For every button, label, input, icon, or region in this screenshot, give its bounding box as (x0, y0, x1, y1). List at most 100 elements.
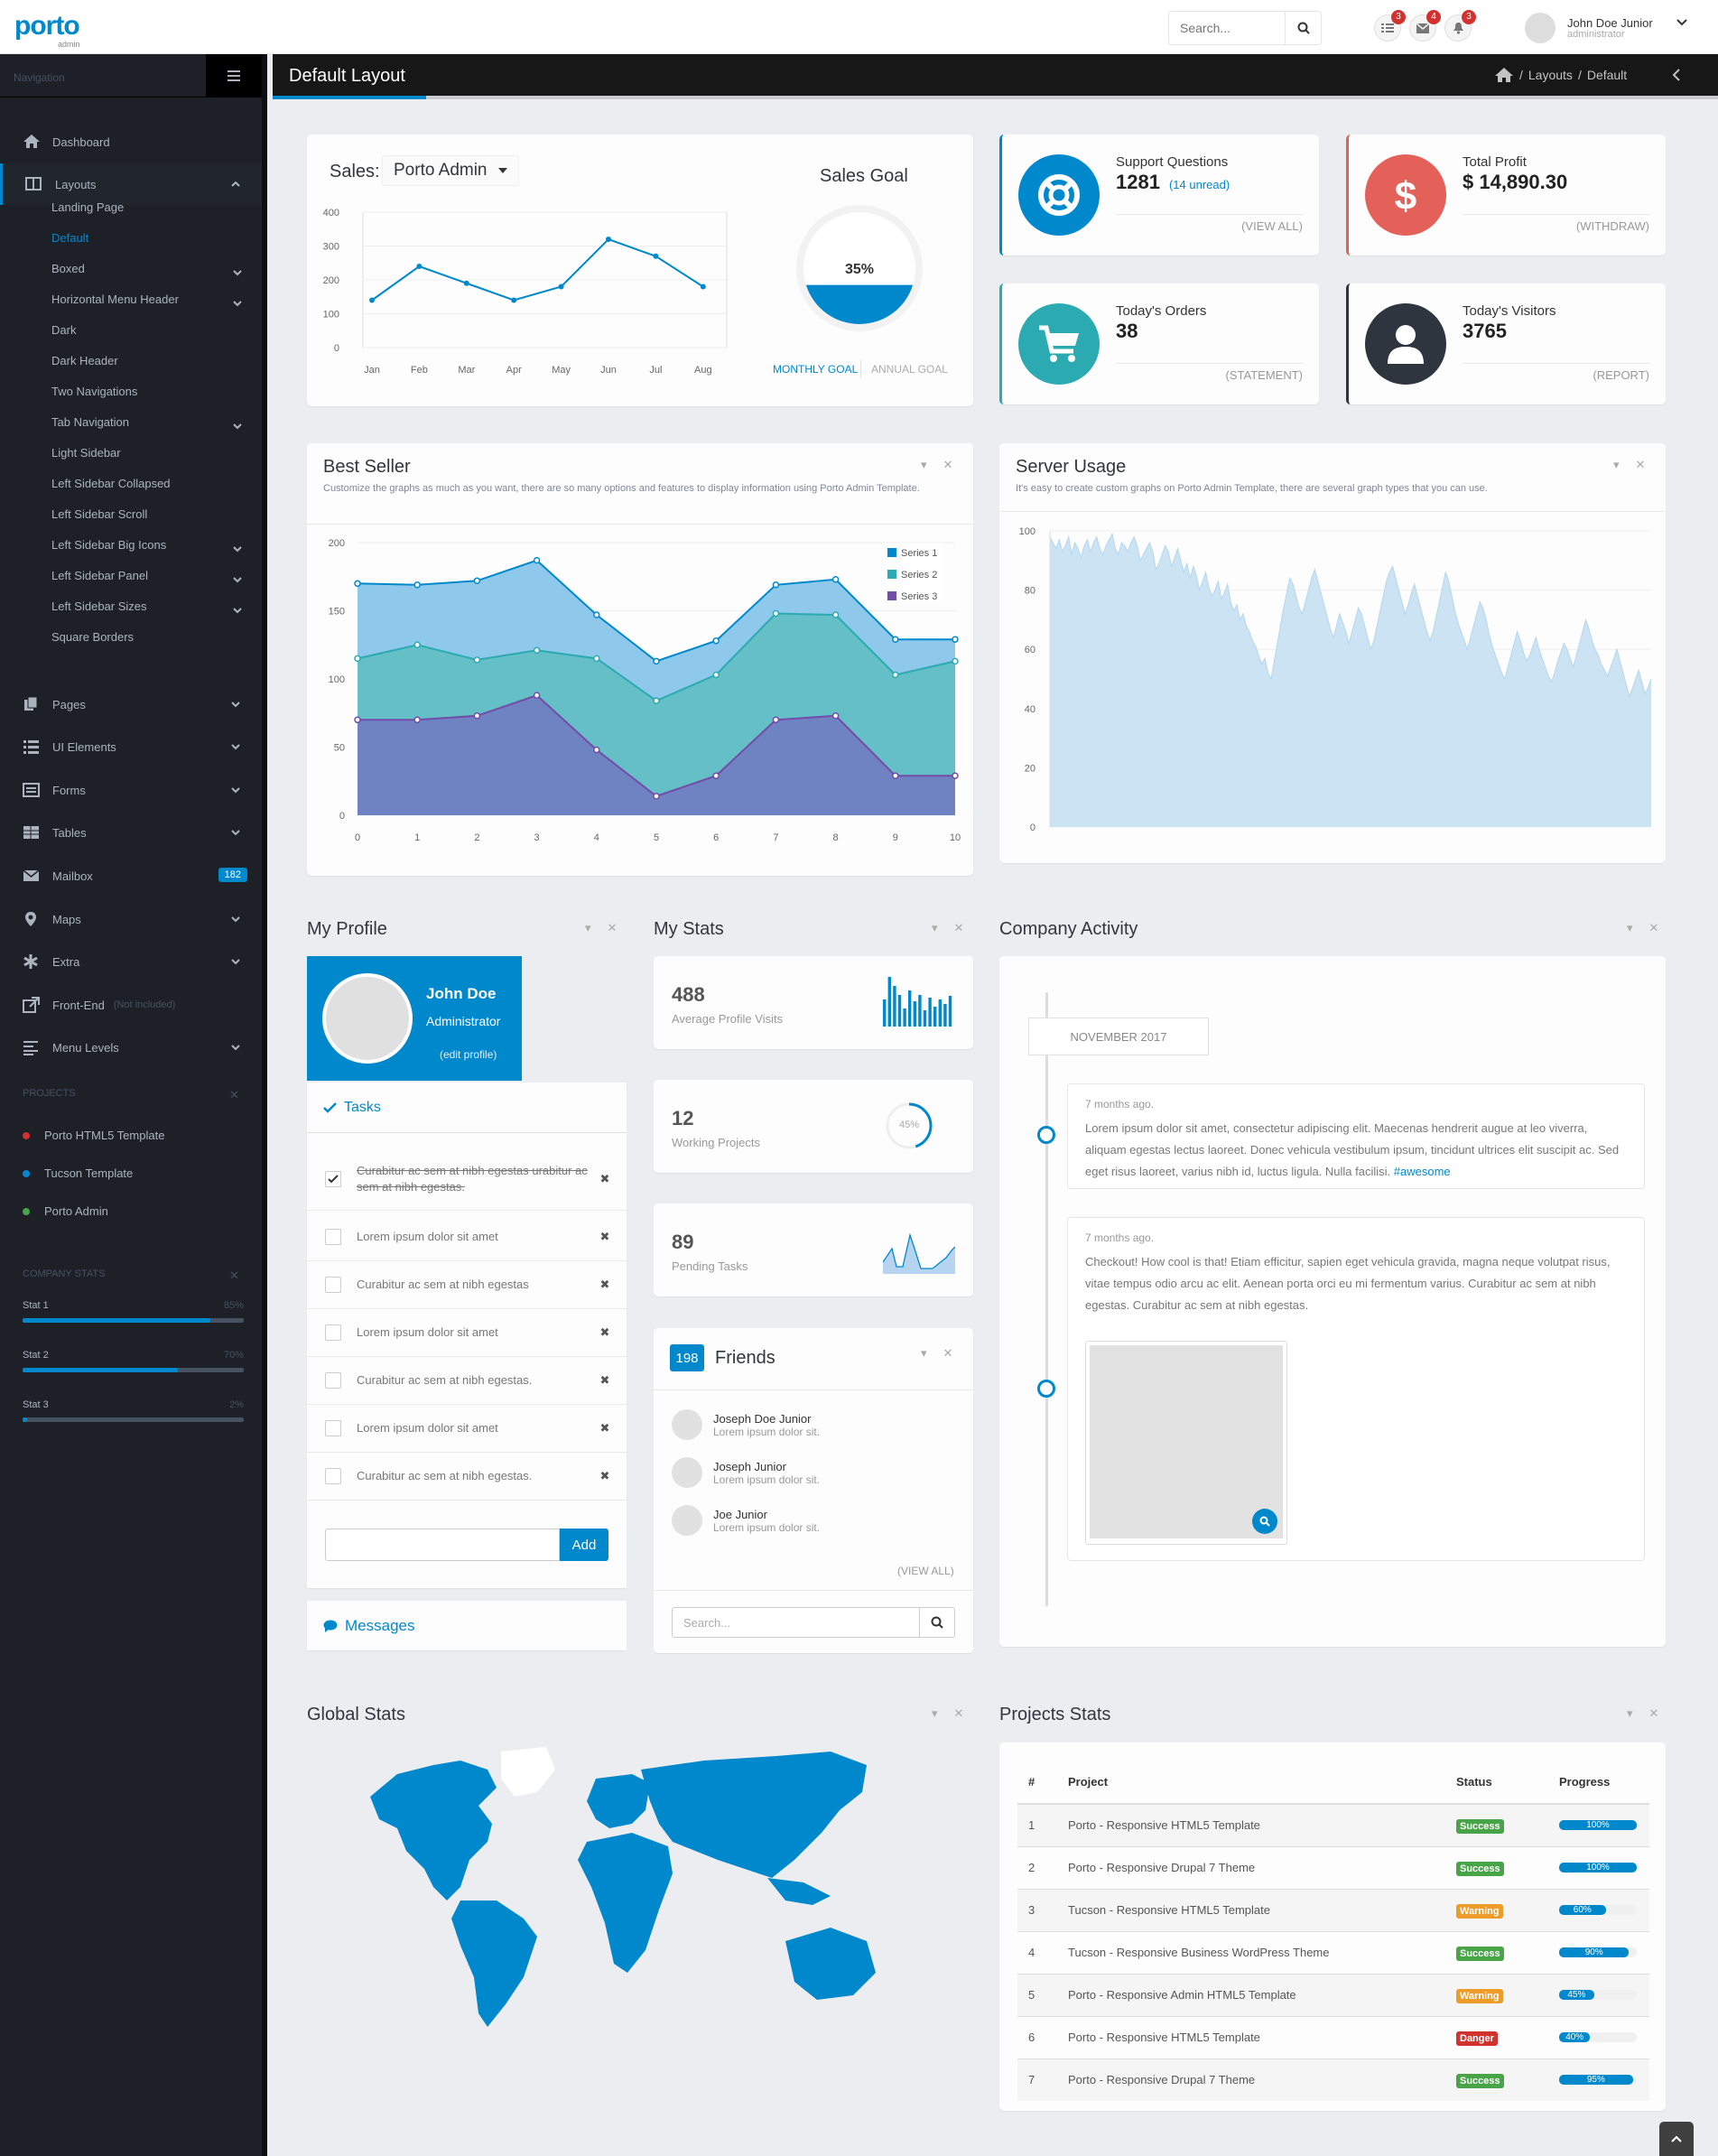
summary-extra[interactable]: (14 unread) (1168, 178, 1230, 191)
friend-avatar (672, 1505, 702, 1536)
sidebar-subitem-left-sidebar-sizes[interactable]: Left Sidebar Sizes (51, 599, 242, 618)
user-avatar[interactable] (1525, 13, 1555, 43)
messages-notification[interactable]: 4 (1409, 10, 1441, 42)
progress-bar: 90% (1559, 1947, 1637, 1957)
tab-monthly-goal[interactable]: MONTHLY GOAL (773, 363, 859, 376)
task-checkbox[interactable] (325, 1229, 341, 1245)
caret-down-icon[interactable]: ▾ (932, 1706, 938, 1720)
home-icon[interactable] (1494, 67, 1514, 83)
summary-link[interactable]: (WITHDRAW) (1575, 219, 1649, 233)
sidebar-subitem-tab-navigation[interactable]: Tab Navigation (51, 415, 242, 433)
zoom-button[interactable] (1252, 1509, 1277, 1534)
sidebar-item-menu-levels[interactable]: Menu Levels (0, 1027, 262, 1068)
sidebar-item-forms[interactable]: Forms (0, 769, 262, 811)
summary-link[interactable]: (REPORT) (1593, 368, 1649, 382)
sidebar-item-mailbox[interactable]: Mailbox 182 (0, 855, 262, 897)
tasks-notification[interactable]: 3 (1374, 10, 1406, 42)
friends-search-button[interactable] (919, 1607, 955, 1638)
remove-task-icon[interactable]: ✖ (599, 1325, 610, 1339)
new-task-input[interactable] (325, 1529, 560, 1561)
friends-search-input[interactable]: Search... (672, 1607, 937, 1638)
remove-task-icon[interactable]: ✖ (599, 1171, 610, 1185)
summary-link[interactable]: (STATEMENT) (1225, 368, 1303, 382)
sidebar-subitem-light-sidebar[interactable]: Light Sidebar (51, 446, 121, 464)
sidebar-item-tables[interactable]: Tables (0, 812, 262, 853)
chevron-left-icon[interactable] (1672, 69, 1681, 81)
sidebar-item-extra[interactable]: Extra (0, 941, 262, 982)
tab-annual-goal[interactable]: ANNUAL GOAL (871, 363, 948, 376)
task-checkbox[interactable] (325, 1420, 341, 1436)
close-icon[interactable]: ✕ (943, 1346, 953, 1360)
friends-view-all[interactable]: (VIEW ALL) (897, 1565, 954, 1577)
caret-down-icon[interactable]: ▾ (585, 921, 591, 934)
sidebar-subitem-left-sidebar-scroll[interactable]: Left Sidebar Scroll (51, 507, 147, 525)
sidebar-subitem-left-sidebar-panel[interactable]: Left Sidebar Panel (51, 569, 242, 587)
summary-link[interactable]: (VIEW ALL) (1241, 219, 1303, 233)
sales-select[interactable]: Porto Admin (382, 155, 519, 186)
messages-card[interactable]: Messages (307, 1601, 627, 1650)
top-header: porto admin 3 4 3 John Doe Junior admini… (0, 0, 1718, 54)
alerts-notification[interactable]: 3 (1444, 10, 1476, 42)
user-name[interactable]: John Doe Junior (1567, 16, 1653, 30)
friend-item[interactable]: Joseph Doe Junior Lorem ipsum dolor sit. (672, 1409, 820, 1440)
remove-task-icon[interactable]: ✖ (599, 1230, 610, 1243)
scroll-to-top-button[interactable] (1659, 2122, 1694, 2156)
caret-down-icon[interactable]: ▾ (921, 458, 927, 471)
porto-logo[interactable]: porto (14, 11, 80, 41)
header-search-input[interactable] (1169, 12, 1285, 44)
caret-down-icon[interactable]: ▾ (921, 1346, 927, 1360)
caret-down-icon[interactable]: ▾ (1627, 921, 1633, 934)
caret-down-icon[interactable]: ▾ (1613, 458, 1620, 471)
close-icon[interactable]: ✕ (953, 1706, 964, 1720)
sidebar-subitem-horizontal-menu-header[interactable]: Horizontal Menu Header (51, 293, 242, 311)
close-icon[interactable]: ✕ (607, 921, 618, 934)
remove-task-icon[interactable]: ✖ (599, 1278, 610, 1291)
header-search-button[interactable] (1285, 12, 1321, 44)
sidebar-subitem-landing-page[interactable]: Landing Page (51, 200, 124, 218)
sidebar-item-layouts[interactable]: Layouts (0, 163, 262, 205)
task-checkbox[interactable] (325, 1372, 341, 1389)
friend-item[interactable]: Joe Junior Lorem ipsum dolor sit. (672, 1505, 820, 1536)
post-tag[interactable]: #awesome (1393, 1165, 1451, 1178)
sidebar-subitem-left-sidebar-collapsed[interactable]: Left Sidebar Collapsed (51, 477, 171, 495)
remove-task-icon[interactable]: ✖ (599, 1469, 610, 1482)
sidebar-item-pages[interactable]: Pages (0, 683, 262, 725)
edit-profile-link[interactable]: (edit profile) (440, 1048, 497, 1061)
task-checkbox[interactable] (325, 1170, 341, 1187)
post-image-thumb[interactable] (1085, 1341, 1287, 1545)
chevron-down-icon[interactable] (1676, 18, 1687, 27)
task-checkbox[interactable] (325, 1277, 341, 1293)
task-checkbox[interactable] (325, 1468, 341, 1484)
sidebar-subitem-dark-header[interactable]: Dark Header (51, 354, 118, 372)
sidebar-subitem-square-borders[interactable]: Square Borders (51, 630, 134, 648)
task-checkbox[interactable] (325, 1324, 341, 1341)
sidebar-subitem-default[interactable]: Default (51, 231, 88, 249)
caret-down-icon[interactable]: ▾ (1627, 1706, 1633, 1720)
close-icon[interactable]: ✕ (1635, 458, 1646, 471)
y-tick-label: 20 (1025, 763, 1035, 774)
close-icon[interactable]: ✕ (953, 921, 964, 934)
sidebar-subitem-two-navigations[interactable]: Two Navigations (51, 385, 137, 403)
sidebar-subitem-left-sidebar-big-icons[interactable]: Left Sidebar Big Icons (51, 538, 242, 556)
sidebar-item-maps[interactable]: Maps (0, 898, 262, 940)
caret-down-icon[interactable]: ▾ (932, 921, 938, 934)
close-icon[interactable]: ✕ (229, 1088, 239, 1101)
sidebar-item-front-end[interactable]: Front-End (Not included) (0, 984, 262, 1026)
friend-item[interactable]: Joseph Junior Lorem ipsum dolor sit. (672, 1457, 820, 1488)
remove-task-icon[interactable]: ✖ (599, 1421, 610, 1435)
add-task-button[interactable]: Add (560, 1529, 608, 1561)
sidebar-project-item[interactable]: Porto HTML5 Template (23, 1129, 164, 1142)
breadcrumb-layouts[interactable]: Layouts (1528, 68, 1573, 82)
close-icon[interactable]: ✕ (229, 1269, 239, 1282)
close-icon[interactable]: ✕ (1648, 921, 1659, 934)
close-icon[interactable]: ✕ (1648, 1706, 1659, 1720)
sidebar-item-dashboard[interactable]: Dashboard (0, 121, 262, 163)
sidebar-project-item[interactable]: Porto Admin (23, 1204, 108, 1218)
sidebar-project-item[interactable]: Tucson Template (23, 1166, 133, 1180)
sidebar-toggle[interactable] (206, 54, 262, 98)
sidebar-subitem-dark[interactable]: Dark (51, 323, 76, 341)
sidebar-item-ui-elements[interactable]: UI Elements (0, 726, 262, 767)
close-icon[interactable]: ✕ (943, 458, 953, 471)
remove-task-icon[interactable]: ✖ (599, 1373, 610, 1387)
sidebar-subitem-boxed[interactable]: Boxed (51, 262, 242, 280)
